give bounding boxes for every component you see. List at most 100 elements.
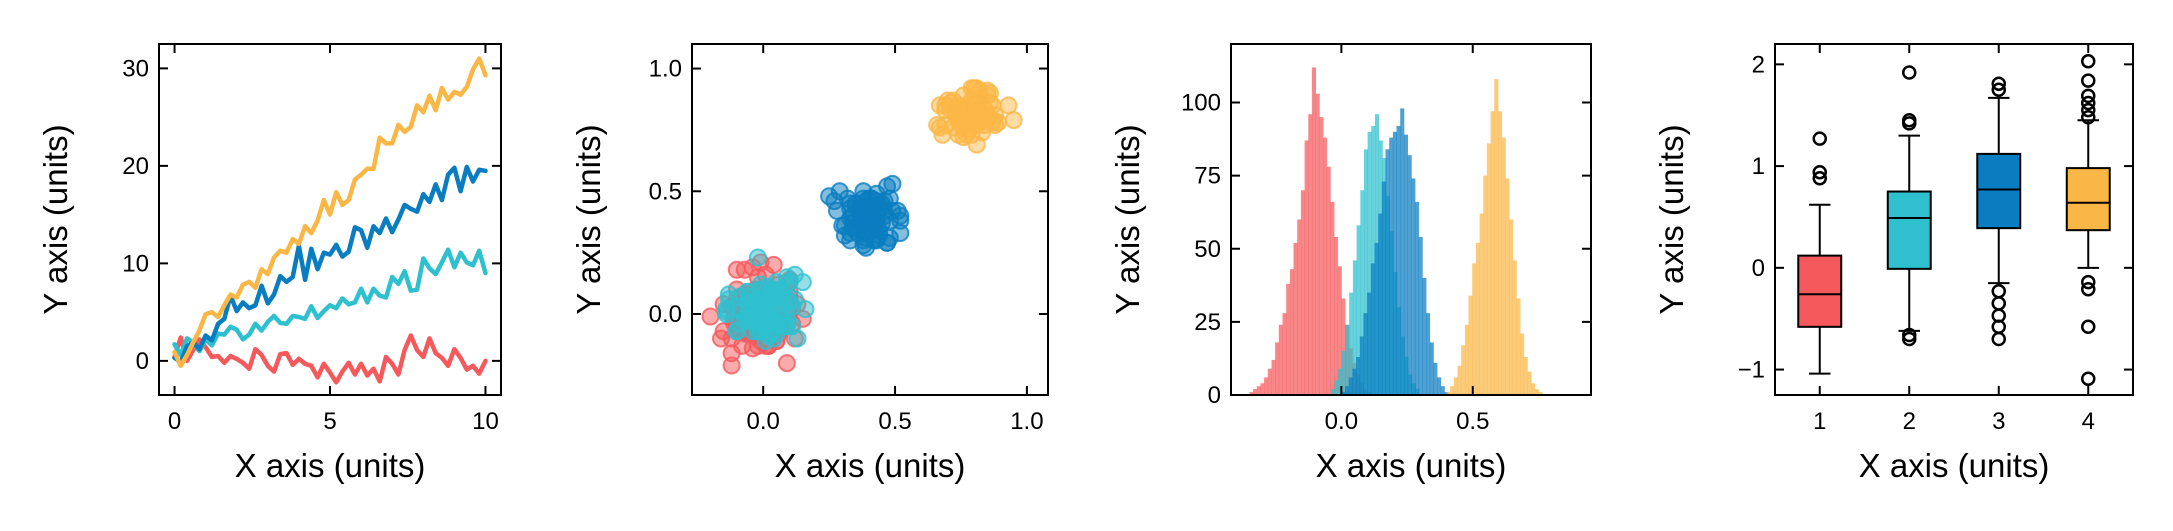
line-series-blue: [172, 164, 488, 365]
scatter-point-blue: [859, 206, 878, 225]
hist-xlabel: X axis (units): [1316, 447, 1507, 484]
histogram-bar-orange: [1501, 137, 1506, 395]
line-series-orange: [172, 56, 488, 369]
box-flier-1: [1812, 171, 1827, 186]
histogram-bar-orange: [1479, 213, 1484, 395]
box-flier-1: [1812, 164, 1827, 180]
histogram-bar-cyan: [1338, 368, 1343, 395]
line-ytick-label: 10: [122, 250, 149, 277]
box-plot-panel: 1 2 3 4 −1 0 1 2 X axis (units) Y axis (units): [1653, 43, 2134, 484]
histogram-bar-orange: [1516, 298, 1521, 395]
scatter-ytick-label: 1.0: [649, 56, 682, 83]
scatter-xtick-label: 0.5: [878, 408, 911, 435]
histogram-bar-cyan: [1367, 131, 1372, 396]
scatter-point-cyan: [775, 317, 794, 336]
line-ytick-label: 30: [122, 55, 149, 82]
box-flier-2: [1902, 65, 1917, 80]
scatter-point-cyan: [748, 248, 767, 267]
histogram-bar-blue: [1444, 392, 1449, 395]
histogram-bar-blue: [1341, 392, 1346, 395]
histogram-bar-orange: [1457, 365, 1462, 396]
box-ytick-label: −1: [1738, 357, 1765, 384]
scatter-point-orange: [981, 84, 999, 103]
scatter-point-blue: [891, 224, 910, 242]
histogram-bar-red: [1334, 237, 1339, 395]
histogram-bar-orange: [1472, 263, 1477, 395]
histogram-bar-blue: [1403, 134, 1408, 395]
box-flier-4: [2081, 274, 2096, 290]
box-body-1: [1797, 254, 1843, 328]
hist-xtick-label: 0.0: [1325, 408, 1358, 435]
histogram-bar-orange: [1509, 219, 1514, 395]
histogram-bar-blue: [1440, 386, 1445, 395]
scatter-plot-panel: 0.0 0.5 1.0 0.0 0.5 1.0 X axis (units) Y axis (…: [570, 43, 1049, 484]
box-flier-3: [1991, 82, 2006, 98]
histogram-bar-red: [1297, 219, 1302, 395]
box-ytick-label: 2: [1752, 51, 1765, 78]
scatter-axes-frame: [691, 43, 1049, 396]
histogram-bar-red: [1300, 190, 1305, 396]
box-ytick-label: 0: [1752, 255, 1765, 282]
histogram-bar-blue: [1356, 357, 1361, 395]
line-xtick-label: 10: [472, 408, 499, 435]
histogram-bar-blue: [1429, 342, 1434, 395]
hist-ytick-label: 0: [1208, 382, 1221, 409]
scatter-point-red: [735, 260, 754, 279]
box-axes-frame: [1774, 43, 2134, 396]
scatter-ylabel: Y axis (units): [570, 124, 607, 314]
scatter-point-orange: [967, 116, 986, 134]
histogram-bar-red: [1260, 383, 1265, 395]
histogram-bar-blue: [1363, 313, 1368, 395]
histogram-bar-blue: [1367, 292, 1372, 395]
histogram-bar-red: [1249, 392, 1254, 395]
histogram-bar-orange: [1523, 357, 1528, 395]
histogram-bar-red: [1304, 140, 1309, 395]
histogram-bar-red: [1323, 137, 1328, 395]
scatter-point-blue: [880, 189, 899, 208]
line-ytick-label: 0: [136, 348, 149, 375]
scatter-point-orange: [1004, 111, 1023, 130]
hist-ytick-label: 25: [1194, 309, 1221, 336]
histogram-bar-blue: [1359, 336, 1364, 395]
scatter-point-orange: [949, 96, 968, 115]
histogram-bar-red: [1330, 201, 1335, 395]
histogram-bar-red: [1264, 377, 1269, 395]
hist-ytick-label: 50: [1194, 236, 1221, 263]
histogram-bar-orange: [1453, 377, 1458, 395]
box-flier-3: [1991, 331, 2006, 347]
scatter-point-red: [701, 307, 720, 326]
histogram-bar-blue: [1407, 155, 1412, 395]
scatter-point-blue: [820, 187, 839, 206]
histogram-bar-orange: [1486, 143, 1491, 395]
histogram-bar-orange: [1490, 111, 1495, 396]
line-xtick-label: 0: [168, 408, 181, 435]
histogram-bar-cyan: [1341, 351, 1346, 395]
scatter-xtick-label: 1.0: [1010, 408, 1043, 435]
histogram-bar-orange: [1468, 295, 1473, 395]
line-series-cyan: [172, 247, 488, 358]
histogram-bar-orange: [1446, 392, 1451, 395]
histogram-bar-orange: [1512, 260, 1517, 395]
line-xtick-label: 5: [323, 408, 336, 435]
histogram-bar-cyan: [1349, 292, 1354, 395]
histogram-bar-cyan: [1364, 149, 1369, 395]
histogram-bar-orange: [1498, 111, 1503, 396]
box-body-2: [1886, 190, 1932, 270]
histogram-bar-red: [1311, 67, 1316, 396]
histogram-bar-orange: [1520, 333, 1525, 395]
histogram-bar-red: [1282, 313, 1287, 395]
histogram-bar-orange: [1494, 79, 1499, 395]
box-xlabel: X axis (units): [1859, 447, 2050, 484]
box-flier-4: [2081, 319, 2096, 335]
box-flier-3: [1991, 283, 2006, 299]
histogram-bar-red: [1275, 342, 1280, 395]
histogram-bar-red: [1308, 114, 1313, 395]
histogram-bar-cyan: [1360, 190, 1365, 396]
histogram-bar-cyan: [1371, 125, 1376, 396]
histogram-bar-blue: [1381, 181, 1386, 395]
box-flier-2: [1902, 116, 1917, 131]
hist-axes-frame: [1230, 43, 1592, 396]
line-ytick-label: 20: [122, 153, 149, 180]
histogram-bar-blue: [1426, 313, 1431, 395]
histogram-bar-orange: [1483, 175, 1488, 395]
